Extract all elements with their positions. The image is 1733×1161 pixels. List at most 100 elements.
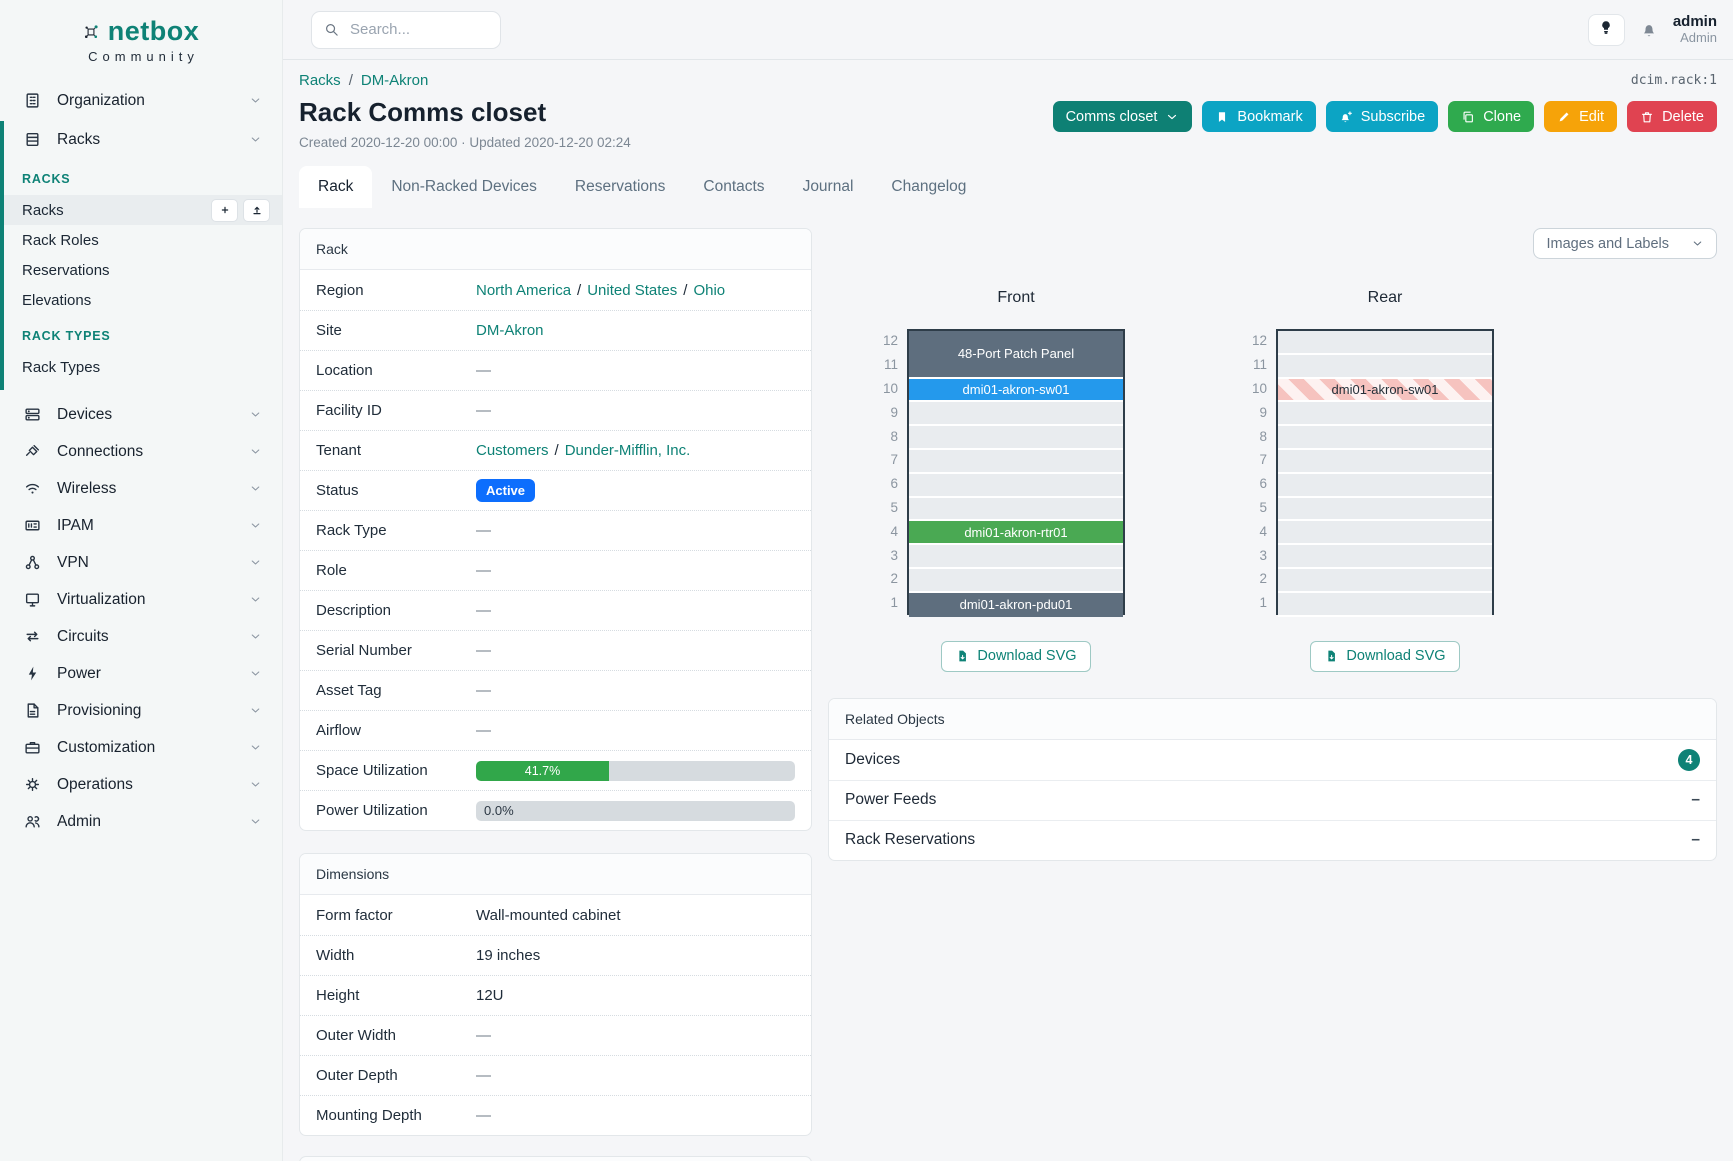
clone-button[interactable]: Clone xyxy=(1448,101,1535,132)
breadcrumb-link-dm-akron[interactable]: DM-Akron xyxy=(360,72,429,89)
sidebar-item-organization[interactable]: Organization xyxy=(0,82,282,119)
sidebar-item-label: Organization xyxy=(57,91,145,109)
download-svg-rear-button[interactable]: Download SVG xyxy=(1310,640,1460,672)
sidebar-item-operations[interactable]: Operations xyxy=(0,766,282,803)
theme-toggle-button[interactable] xyxy=(1587,13,1625,46)
status-badge: Active xyxy=(476,479,536,502)
empty-rack-unit xyxy=(909,545,1123,569)
related-row-devices[interactable]: Devices 4 xyxy=(829,740,1716,780)
sidebar-item-admin[interactable]: Admin xyxy=(0,803,282,840)
tab-reservations[interactable]: Reservations xyxy=(574,178,666,195)
import-button[interactable] xyxy=(243,198,270,222)
delete-button[interactable]: Delete xyxy=(1627,101,1717,132)
breadcrumb-link-racks[interactable]: Racks xyxy=(299,72,341,89)
unit-labels-front: 12 11 10 9 8 7 6 5 4 3 2 1 xyxy=(868,329,898,615)
attr-label: Facility ID xyxy=(316,402,382,419)
attr-value: — xyxy=(476,602,795,619)
unit-labels-rear: 12 11 10 9 8 7 6 5 4 3 2 1 xyxy=(1237,329,1267,615)
sidebar-item-circuits[interactable]: Circuits xyxy=(0,618,282,655)
sidebar-item-wireless[interactable]: Wireless xyxy=(0,470,282,507)
sidebar-item-connections[interactable]: Connections xyxy=(0,433,282,470)
netbox-logo-icon xyxy=(83,24,99,40)
sidebar-item-devices[interactable]: Devices xyxy=(0,396,282,433)
unit-label: 5 xyxy=(1259,499,1267,515)
empty-value: — xyxy=(476,362,491,379)
attr-link[interactable]: Ohio xyxy=(693,281,726,299)
subscribe-button[interactable]: Subscribe xyxy=(1325,101,1439,132)
brand-name: netbox xyxy=(107,16,200,46)
breadcrumb: Racks / DM-Akron xyxy=(299,72,428,89)
file-download-icon xyxy=(1324,649,1338,663)
tab-changelog[interactable]: Changelog xyxy=(891,178,967,195)
netbox-logo[interactable]: netbox xyxy=(0,0,282,47)
empty-rack-unit xyxy=(1278,402,1492,427)
empty-value: — xyxy=(476,402,491,419)
empty-rack-unit xyxy=(1278,449,1492,474)
download-svg-front-button[interactable]: Download SVG xyxy=(941,640,1091,672)
sidebar-item-rack-types[interactable]: Rack Types xyxy=(4,352,282,382)
count-badge: 4 xyxy=(1678,748,1700,771)
unit-label: 1 xyxy=(1259,595,1267,611)
sidebar-item-ipam[interactable]: IPAM xyxy=(0,507,282,544)
page-head: Racks / DM-Akron dcim.rack:1 Rack Comms cl… xyxy=(283,60,1733,208)
empty-value: — xyxy=(476,642,491,659)
chevron-down-icon xyxy=(249,519,262,532)
attr-link[interactable]: United States xyxy=(587,281,678,299)
attr-label: Form factor xyxy=(316,906,393,924)
search-input[interactable] xyxy=(348,20,488,39)
edit-button[interactable]: Edit xyxy=(1544,101,1618,132)
sidebar-expanded-group: Racks RACKS Racks Rack Roles Reservations Ele… xyxy=(0,121,282,390)
tab-non-racked-devices[interactable]: Non-Racked Devices xyxy=(391,178,537,195)
rack-device-dmi01-akron-pdu01[interactable]: dmi01-akron-pdu01 xyxy=(909,592,1123,617)
sidebar-item-label: Virtualization xyxy=(57,590,146,608)
user-menu[interactable]: admin Admin xyxy=(1673,13,1717,45)
tab-journal[interactable]: Journal xyxy=(802,178,854,195)
attr-value: — xyxy=(476,562,795,579)
rack-attr-row: Asset Tag — xyxy=(300,670,811,710)
tab-contacts[interactable]: Contacts xyxy=(703,178,765,195)
sidebar-item-label: Customization xyxy=(57,738,156,756)
notifications-bell-icon[interactable] xyxy=(1640,21,1658,39)
sidebar-item-vpn[interactable]: VPN xyxy=(0,544,282,581)
attr-label: Mounting Depth xyxy=(316,1107,422,1124)
empty-rack-unit xyxy=(1278,545,1492,569)
attr-text: — xyxy=(476,1027,491,1044)
attr-value: — xyxy=(476,1107,795,1124)
unit-label: 5 xyxy=(890,499,898,515)
sidebar-item-elevations[interactable]: Elevations xyxy=(4,285,282,315)
chevron-down-icon xyxy=(249,482,262,495)
tab-rack[interactable]: Rack xyxy=(299,166,373,208)
sidebar-item-racks[interactable]: Racks xyxy=(4,195,282,225)
rack-device-dmi01-akron-rtr01[interactable]: dmi01-akron-rtr01 xyxy=(909,521,1123,544)
comms-closet-menu[interactable]: Comms closet xyxy=(1052,101,1193,132)
rack-device-dmi01-akron-sw01[interactable]: dmi01-akron-sw01 xyxy=(1278,378,1492,401)
attr-link[interactable]: North America xyxy=(476,281,572,299)
sidebar-item-virtualization[interactable]: Virtualization xyxy=(0,581,282,618)
sidebar-item-customization[interactable]: Customization xyxy=(0,729,282,766)
empty-value: — xyxy=(476,602,491,619)
related-row-power-feeds[interactable]: Power Feeds – xyxy=(829,779,1716,820)
unit-label: 8 xyxy=(1259,428,1267,444)
related-row-rack-reservations[interactable]: Rack Reservations – xyxy=(829,819,1716,860)
rack-device-dmi01-akron-sw01[interactable]: dmi01-akron-sw01 xyxy=(909,378,1123,401)
rack-elevation-rear: Rear 12 11 10 9 8 7 6 5 4 3 2 1 dmi01-akron-sw01 Do… xyxy=(1237,289,1494,672)
pencil-icon xyxy=(1557,110,1571,124)
sidebar-item-provisioning[interactable]: Provisioning xyxy=(0,692,282,729)
attr-link[interactable]: DM-Akron xyxy=(476,322,544,339)
sidebar-item-rack-roles[interactable]: Rack Roles xyxy=(4,225,282,255)
elevation-view-select[interactable]: Images and Labels xyxy=(1533,228,1717,259)
attr-value: — xyxy=(476,402,795,419)
sidebar-item-label: Provisioning xyxy=(57,701,142,719)
rack-device-48-port-patch-panel[interactable]: 48-Port Patch Panel xyxy=(909,331,1123,377)
attr-link[interactable]: Customers xyxy=(476,442,549,459)
attr-value: — xyxy=(476,682,795,699)
attr-link[interactable]: Dunder-Mifflin, Inc. xyxy=(564,442,691,459)
bookmark-button[interactable]: Bookmark xyxy=(1202,101,1316,132)
sidebar-item-power[interactable]: Power xyxy=(0,655,282,692)
sidebar-item-reservations[interactable]: Reservations xyxy=(4,255,282,285)
button-label: Bookmark xyxy=(1237,108,1303,125)
sidebar-item-racks[interactable]: Racks xyxy=(4,121,282,158)
attr-value: Wall-mounted cabinet xyxy=(476,907,795,924)
add-button[interactable] xyxy=(211,198,238,222)
rack-elevation-front: Front 12 11 10 9 8 7 6 5 4 3 2 1 48-Port Patch Pane… xyxy=(868,289,1125,672)
